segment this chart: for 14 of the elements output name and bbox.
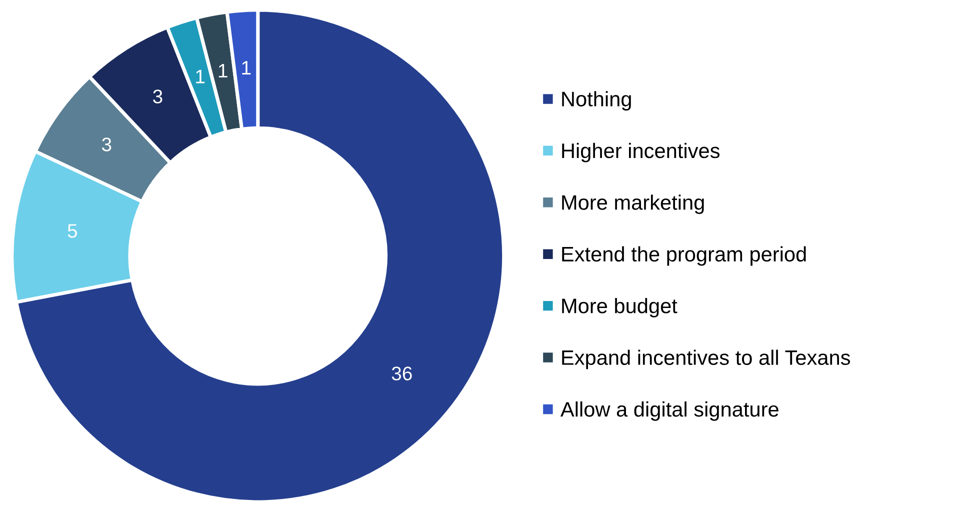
legend-label: Higher incentives [562,142,720,162]
data-label: 1 [242,61,251,74]
legend-label: More budget [562,298,678,318]
data-label: 1 [196,70,205,84]
data-label: 3 [102,138,112,152]
legend-label: Extend the program period [562,246,806,266]
legend-label: Allow a digital signature [560,401,778,421]
data-label: 1 [218,64,228,78]
legend-label: Nothing [562,91,631,111]
data-label: 3 [153,90,162,104]
data-label: 5 [68,224,78,238]
legend-label: More marketing [562,194,704,214]
legend-label: Expand incentives to all Texans [562,350,850,370]
data-label: 36 [392,366,412,380]
